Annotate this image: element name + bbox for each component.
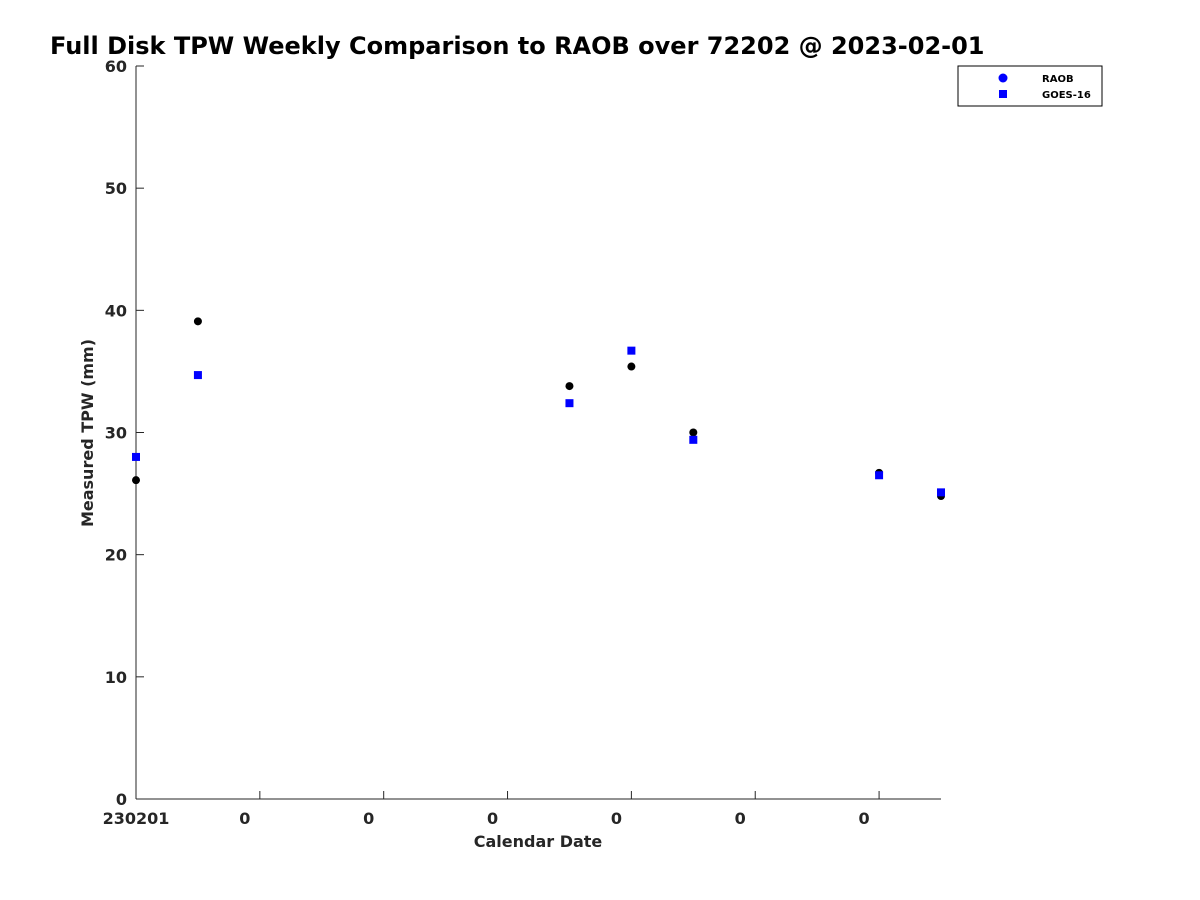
x-tick-label: 230201 <box>103 809 170 828</box>
legend-box <box>957 65 1103 107</box>
legend-label-goes16: GOES-16 <box>1042 90 1091 101</box>
x-tick-label: 0 <box>363 809 374 828</box>
data-point-goes16 <box>565 399 574 408</box>
legend-marker-raob <box>998 73 1008 83</box>
y-tick-label: 10 <box>105 668 127 687</box>
data-point-goes16 <box>937 488 945 497</box>
data-series <box>132 317 945 501</box>
y-axis-label: Measured TPW (mm) <box>78 339 97 527</box>
data-point-goes16 <box>875 471 884 480</box>
x-axis-label: Calendar Date <box>474 832 603 851</box>
y-tick-label: 60 <box>105 57 127 76</box>
data-point-goes16 <box>627 346 636 355</box>
legend-label-raob: RAOB <box>1042 74 1074 85</box>
y-axis-ticks: 0 10 20 30 40 50 60 <box>105 57 144 809</box>
data-point-goes16 <box>193 371 202 380</box>
y-tick-label: 50 <box>105 179 127 198</box>
legend-marker-goes16 <box>999 90 1007 98</box>
x-tick-label: 0 <box>239 809 250 828</box>
y-tick-label: 40 <box>105 301 127 320</box>
x-tick-label: 0 <box>611 809 622 828</box>
y-tick-label: 30 <box>105 424 127 443</box>
series-goes16 <box>132 346 945 497</box>
data-point-raob <box>627 362 636 371</box>
data-point-goes16 <box>689 435 698 444</box>
y-tick-label: 0 <box>116 790 127 809</box>
axes <box>135 66 941 800</box>
data-point-raob <box>689 428 698 437</box>
x-tick-label: 0 <box>487 809 498 828</box>
data-point-raob <box>193 317 202 326</box>
data-point-raob <box>565 382 574 391</box>
x-axis-ticks: 230201 0 0 0 0 0 0 <box>103 791 880 828</box>
series-raob <box>132 317 945 501</box>
data-point-goes16 <box>132 452 140 461</box>
x-tick-label: 0 <box>859 809 870 828</box>
data-point-raob <box>132 476 140 485</box>
chart-title: Full Disk TPW Weekly Comparison to RAOB … <box>50 32 985 60</box>
x-tick-label: 0 <box>735 809 746 828</box>
y-tick-label: 20 <box>105 546 127 565</box>
legend: RAOB GOES-16 <box>957 65 1103 107</box>
